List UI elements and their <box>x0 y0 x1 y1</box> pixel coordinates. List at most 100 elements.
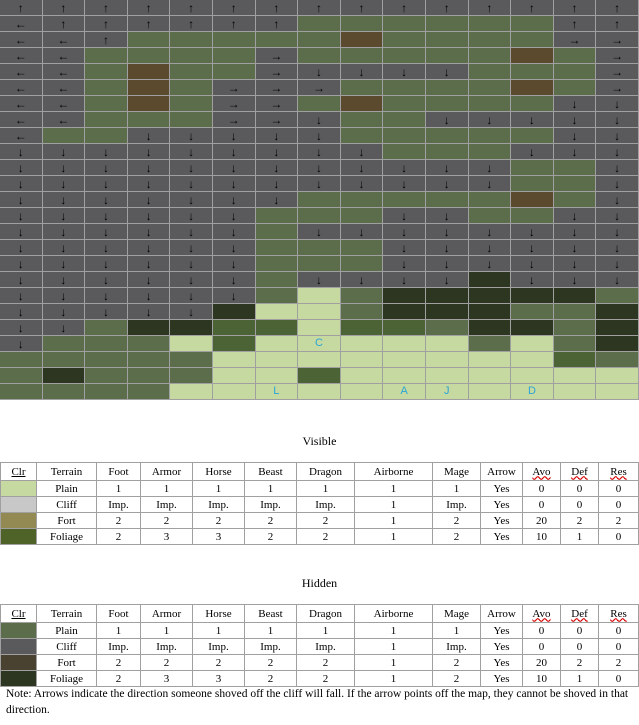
map-tile: ↓ <box>468 256 512 272</box>
hidden-table-header-row: Clr Terrain Foot Armor Horse Beast Dragon Airbo… <box>0 604 639 623</box>
map-tile: ↓ <box>42 256 86 272</box>
map-tile <box>298 48 341 64</box>
shove-arrow: ← <box>57 48 70 63</box>
map-tile <box>170 384 213 400</box>
table-row: Foliage 2 3 3 2 2 1 2 Yes 10 1 0 <box>0 670 639 687</box>
cell-foot: Imp. <box>96 638 141 655</box>
map-tile: ↓ <box>425 256 469 272</box>
hidden-section-title: Hidden <box>301 576 338 590</box>
map-tile <box>468 64 512 80</box>
map-tile: ← <box>0 48 43 64</box>
shove-arrow: ↓ <box>60 192 67 207</box>
map-tile <box>85 336 128 352</box>
map-tile <box>42 128 86 144</box>
cell-dragon: 2 <box>296 670 355 687</box>
visible-table-header-row: Clr Terrain Foot Armor Horse Beast Dragon Airbo… <box>0 462 639 481</box>
cell-dragon: 2 <box>296 654 355 671</box>
column-header: Beast <box>244 604 297 623</box>
shove-arrow: ↓ <box>230 144 237 159</box>
map-tile: ↓ <box>596 160 639 176</box>
cell-res: 2 <box>598 654 639 671</box>
map-tile <box>425 320 469 336</box>
map-tile <box>596 336 639 352</box>
shove-arrow: ↓ <box>571 128 578 143</box>
shove-arrow: ↓ <box>358 64 365 79</box>
shove-arrow: ↓ <box>17 272 24 287</box>
map-tile <box>170 352 213 368</box>
shove-arrow: ↓ <box>443 160 450 175</box>
map-tile <box>596 288 639 304</box>
map-tile: ↓ <box>596 176 639 192</box>
map-tile <box>212 384 256 400</box>
cell-horse: 3 <box>192 528 245 545</box>
map-tile: ↓ <box>42 176 86 192</box>
map-tile: ↓ <box>170 208 213 224</box>
map-tile <box>468 336 512 352</box>
map-tile <box>383 144 426 160</box>
map-tile: ↓ <box>596 208 639 224</box>
map-tile: ↓ <box>127 128 171 144</box>
shove-arrow: ↑ <box>614 16 621 31</box>
map-tile <box>425 80 469 96</box>
shove-arrow: ↓ <box>145 208 152 223</box>
cell-def: 0 <box>560 638 599 655</box>
map-tile <box>425 32 469 48</box>
cell-res: 2 <box>598 512 639 529</box>
map-tile: ↑ <box>85 0 128 16</box>
shove-arrow: ↓ <box>230 176 237 191</box>
cell-res: 0 <box>598 496 639 513</box>
map-tile: ← <box>42 48 86 64</box>
hidden-terrain-table: Clr Terrain Foot Armor Horse Beast Dragon Airbo… <box>0 604 639 687</box>
map-tile <box>340 256 384 272</box>
cell-armor: Imp. <box>140 496 193 513</box>
shove-arrow: ↓ <box>443 176 450 191</box>
cell-arrow: Yes <box>480 528 523 545</box>
shove-arrow: ↓ <box>315 112 322 127</box>
column-header: Avo <box>522 462 561 481</box>
shove-arrow: ↓ <box>528 112 535 127</box>
shove-arrow: ↓ <box>571 272 578 287</box>
map-tile: ↓ <box>511 272 554 288</box>
cell-res: 0 <box>598 670 639 687</box>
map-tile: ↓ <box>42 304 86 320</box>
shove-arrow: ↓ <box>230 192 237 207</box>
map-tile: → <box>212 112 256 128</box>
map-tile: ← <box>0 112 43 128</box>
shove-arrow: ↓ <box>188 224 195 239</box>
cell-mage: 2 <box>432 670 481 687</box>
map-tile: ↓ <box>127 256 171 272</box>
map-tile <box>127 80 171 96</box>
map-tile: ↓ <box>212 128 256 144</box>
map-tile <box>255 336 299 352</box>
shove-arrow: ↓ <box>17 192 24 207</box>
map-tile: ↓ <box>0 192 43 208</box>
map-tile: ↑ <box>85 32 128 48</box>
map-tile <box>255 32 299 48</box>
map-tile: ↓ <box>0 240 43 256</box>
map-tile <box>340 112 384 128</box>
shove-arrow: ↓ <box>315 128 322 143</box>
shove-arrow: ↓ <box>315 176 322 191</box>
map-tile: ↓ <box>127 272 171 288</box>
map-tile <box>596 320 639 336</box>
map-tile: ↓ <box>553 96 597 112</box>
map-tile: → <box>596 32 639 48</box>
map-tile: → <box>255 80 299 96</box>
shove-arrow: ↓ <box>401 256 408 271</box>
map-tile: ↓ <box>42 160 86 176</box>
map-tile: ↓ <box>468 160 512 176</box>
shove-arrow: ← <box>14 32 27 47</box>
shove-arrow: ↓ <box>102 256 109 271</box>
shove-arrow: ↑ <box>102 0 109 15</box>
map-tile <box>425 192 469 208</box>
map-tile: ↓ <box>553 272 597 288</box>
cell-horse: Imp. <box>192 638 245 655</box>
column-header: Res <box>598 604 639 623</box>
map-tile: ↓ <box>170 272 213 288</box>
map-tile: ↓ <box>596 256 639 272</box>
map-tile: → <box>255 64 299 80</box>
shove-arrow: ↑ <box>486 0 493 15</box>
visible-section-title: Visible <box>302 434 337 448</box>
map-tile: ↓ <box>42 320 86 336</box>
cell-terrain: Cliff <box>36 496 97 513</box>
